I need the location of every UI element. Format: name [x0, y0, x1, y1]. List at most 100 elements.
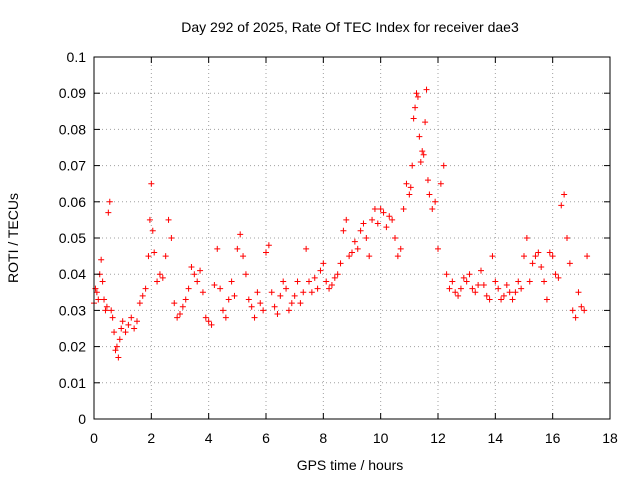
data-point	[449, 278, 456, 285]
data-point	[369, 216, 376, 223]
data-point	[202, 314, 209, 321]
data-point	[460, 274, 467, 281]
data-point	[265, 242, 272, 249]
data-point	[403, 180, 410, 187]
data-point	[174, 314, 181, 321]
data-point	[165, 216, 172, 223]
data-point	[277, 292, 284, 299]
data-point	[419, 148, 426, 155]
data-point	[446, 285, 453, 292]
data-point	[529, 260, 536, 267]
data-point	[506, 289, 513, 296]
data-point	[526, 278, 533, 285]
data-point	[118, 325, 125, 332]
data-point	[366, 253, 373, 260]
data-point	[455, 292, 462, 299]
data-point	[131, 325, 138, 332]
data-point	[225, 296, 232, 303]
data-point	[564, 235, 570, 241]
data-point	[495, 285, 502, 292]
data-point	[503, 282, 510, 289]
data-point	[197, 267, 204, 274]
data-point	[416, 133, 423, 140]
y-tick-label: 0.05	[59, 230, 86, 246]
data-point	[509, 296, 516, 303]
x-tick-label: 4	[205, 430, 213, 446]
y-tick-label: 0	[78, 411, 86, 427]
y-tick-label: 0.02	[59, 339, 86, 355]
data-point	[523, 235, 530, 241]
data-point	[116, 336, 123, 343]
data-point	[151, 249, 158, 256]
data-point	[435, 245, 441, 252]
data-point	[125, 321, 132, 328]
data-point	[102, 307, 109, 314]
data-point	[500, 292, 507, 299]
data-point	[222, 314, 229, 321]
data-points	[91, 86, 591, 361]
data-point	[480, 282, 487, 289]
data-point	[409, 162, 416, 169]
data-point	[429, 206, 436, 213]
x-tick-label: 18	[602, 430, 618, 446]
data-point	[380, 209, 387, 216]
data-point	[300, 289, 307, 296]
data-point	[410, 115, 417, 122]
x-tick-label: 2	[147, 430, 155, 446]
data-point	[518, 285, 525, 292]
data-point	[407, 184, 414, 191]
data-point	[248, 303, 255, 310]
data-point	[92, 285, 99, 292]
data-point	[386, 213, 393, 220]
data-point	[515, 278, 522, 285]
data-point	[148, 180, 155, 187]
data-point	[220, 307, 226, 314]
data-point	[354, 245, 361, 252]
data-point	[303, 245, 310, 252]
data-point	[317, 267, 324, 274]
data-point	[469, 285, 476, 292]
data-point	[351, 238, 358, 245]
y-tick-label: 0.04	[59, 266, 86, 282]
data-point	[159, 274, 166, 281]
x-axis-label: GPS time / hours	[297, 457, 404, 473]
data-point	[426, 191, 433, 198]
data-point	[177, 311, 183, 318]
data-point	[400, 206, 407, 213]
data-point	[424, 177, 431, 184]
data-point	[311, 274, 318, 281]
data-point	[422, 119, 429, 126]
y-tick-label: 0.1	[67, 49, 87, 65]
data-point	[179, 303, 186, 310]
data-point	[383, 224, 390, 231]
data-point	[145, 253, 152, 260]
data-point	[414, 93, 421, 100]
data-point	[171, 300, 178, 307]
data-point	[257, 300, 264, 307]
data-point	[420, 151, 427, 158]
data-point	[237, 231, 244, 238]
y-tick-label: 0.08	[59, 121, 86, 137]
data-point	[331, 274, 338, 281]
data-point	[521, 253, 527, 260]
data-point	[99, 278, 106, 285]
data-point	[432, 198, 439, 205]
data-point	[205, 318, 212, 325]
data-point	[108, 307, 115, 314]
data-point	[549, 253, 556, 260]
data-point	[532, 253, 539, 260]
x-tick-label: 16	[545, 430, 561, 446]
data-point	[103, 303, 110, 310]
x-tick-label: 8	[319, 430, 327, 446]
y-tick-label: 0.09	[59, 85, 86, 101]
data-point	[283, 285, 290, 292]
chart-title: Day 292 of 2025, Rate Of TEC Index for r…	[181, 19, 519, 35]
data-point	[134, 318, 140, 325]
data-point	[109, 314, 116, 321]
data-point	[106, 198, 113, 205]
data-point	[323, 278, 330, 285]
data-point	[478, 267, 484, 274]
x-tick-label: 0	[90, 430, 98, 446]
data-point	[231, 292, 238, 299]
